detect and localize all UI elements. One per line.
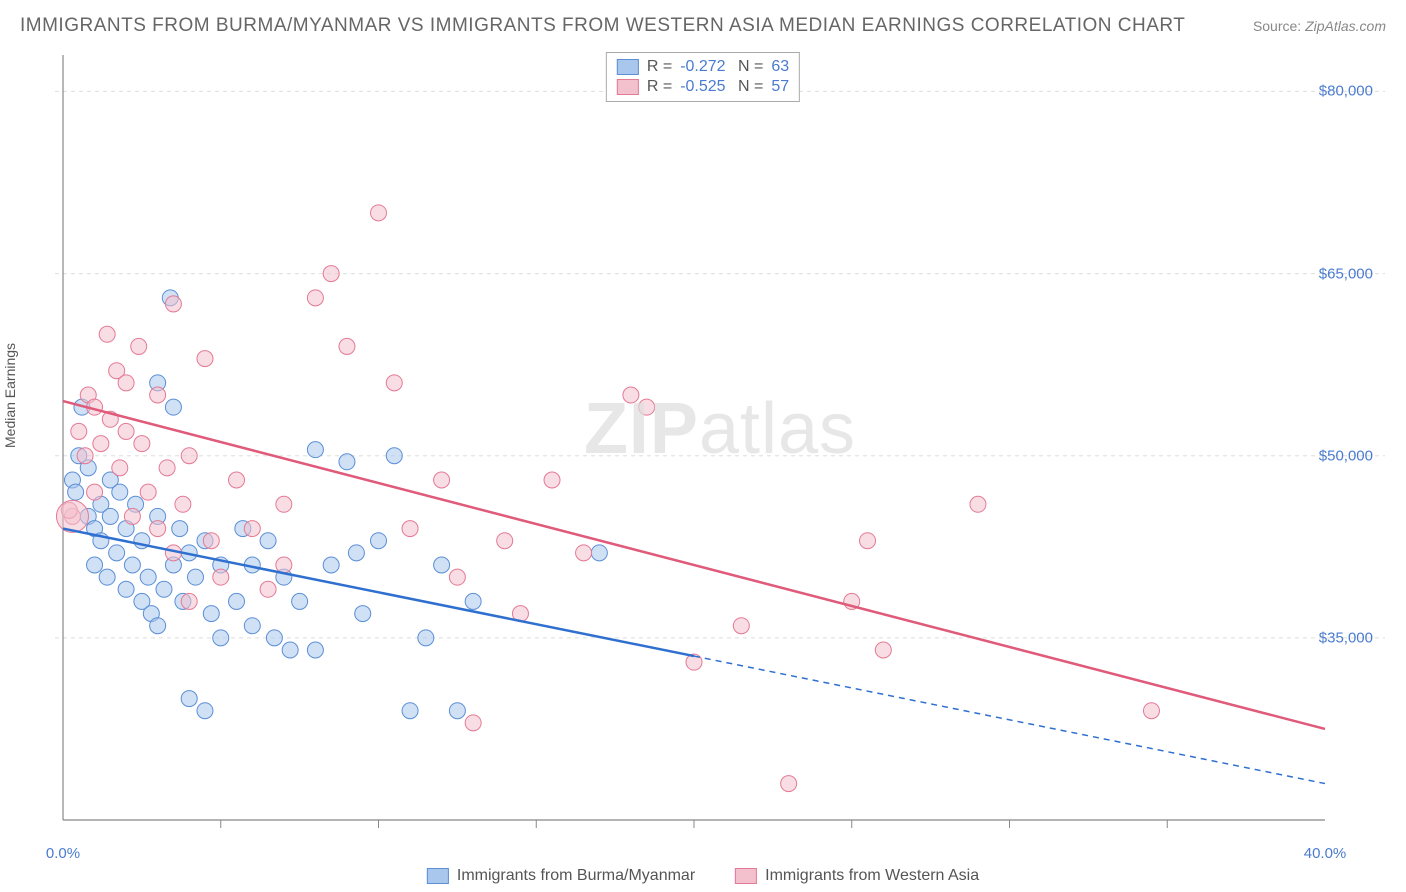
stats-row: R = -0.272 N = 63 — [617, 57, 789, 77]
stat-n-value: 57 — [771, 78, 789, 96]
stat-r-value: -0.525 — [680, 78, 725, 96]
chart-title: IMMIGRANTS FROM BURMA/MYANMAR VS IMMIGRA… — [20, 15, 1185, 37]
series-legend: Immigrants from Burma/Myanmar Immigrants… — [427, 867, 979, 885]
y-tick-label: $65,000 — [1319, 265, 1373, 282]
series-swatch — [617, 59, 639, 75]
series-name: Immigrants from Western Asia — [765, 867, 979, 885]
correlation-stats-legend: R = -0.272 N = 63 R = -0.525 N = 57 — [606, 52, 800, 102]
watermark-rest: atlas — [699, 389, 856, 469]
source-label: Source: — [1253, 18, 1301, 34]
source-value: ZipAtlas.com — [1305, 18, 1386, 34]
stat-n-value: 63 — [771, 58, 789, 76]
stat-n-label: N = — [734, 78, 764, 96]
legend-item: Immigrants from Western Asia — [735, 867, 979, 885]
stat-r-label: R = — [647, 78, 672, 96]
stat-n-label: N = — [734, 58, 764, 76]
stat-r-label: R = — [647, 58, 672, 76]
stats-row: R = -0.525 N = 57 — [617, 77, 789, 97]
source-attribution: Source: ZipAtlas.com — [1253, 18, 1386, 34]
stat-r-value: -0.272 — [680, 58, 725, 76]
series-name: Immigrants from Burma/Myanmar — [457, 867, 695, 885]
y-tick-label: $80,000 — [1319, 83, 1373, 100]
series-swatch — [735, 868, 757, 884]
series-swatch — [617, 79, 639, 95]
watermark: ZIPatlas — [584, 388, 856, 470]
y-tick-label: $50,000 — [1319, 447, 1373, 464]
y-tick-label: $35,000 — [1319, 629, 1373, 646]
x-tick-label: 0.0% — [46, 845, 80, 862]
chart-area: ZIPatlas $35,000$50,000$65,000$80,000 0.… — [55, 50, 1385, 840]
legend-item: Immigrants from Burma/Myanmar — [427, 867, 695, 885]
y-axis-label: Median Earnings — [2, 343, 18, 448]
x-tick-label: 40.0% — [1304, 845, 1347, 862]
watermark-bold: ZIP — [584, 389, 699, 469]
series-swatch — [427, 868, 449, 884]
